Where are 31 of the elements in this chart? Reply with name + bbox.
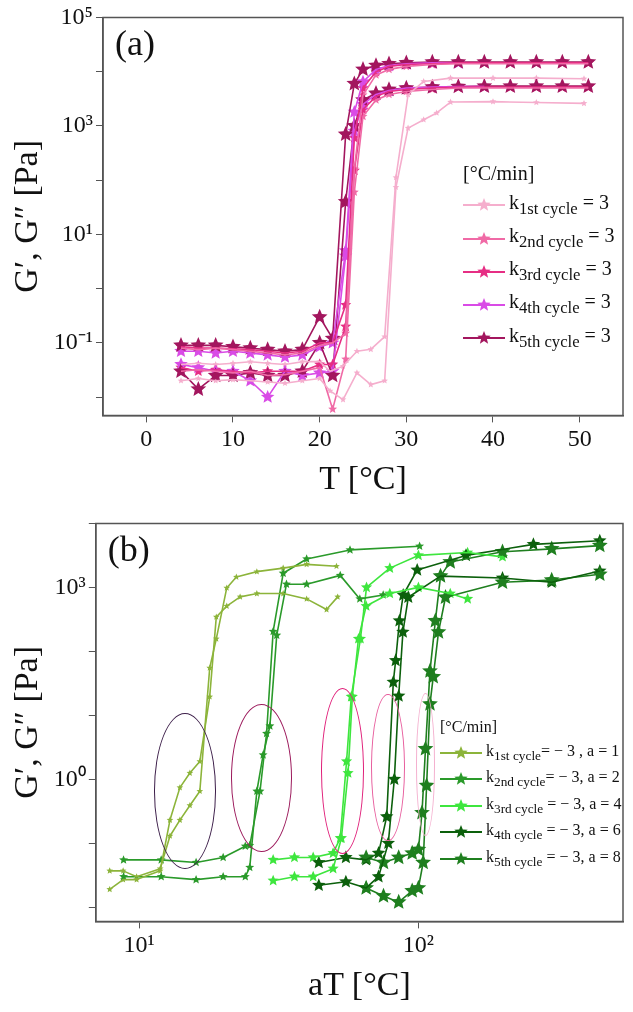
legend-label: k$_{3rd cycle}$ = − 3, a = 4 [486,793,622,818]
legend-label: k$_{2nd cycle}$= − 3, a = 2 [486,767,620,792]
legend-label: k$_{1st cycle}$= − 3 , a = 1 [486,740,620,765]
chart-title: (a) [115,22,155,63]
x-tick-label: 50 [567,425,592,452]
legend-label: k$_{1st cycle}$ = 3 [509,189,610,220]
legend-label: k$_{5th cycle}$ = − 3, a = 8 [486,846,621,871]
y-tick-label: 10³ [54,572,86,599]
x-tick-label: 20 [307,425,332,452]
y-tick-label: 10⁻¹ [53,328,93,355]
y-axis-title: G′, G″ [Pa] [7,645,45,799]
legend-title: [°C/min] [463,160,536,186]
x-tick-label: 10² [402,931,435,958]
x-axis-title: aT [°C] [308,964,411,1002]
legend-label: k$_{3rd cycle}$ = 3 [509,256,612,287]
legend-label: k$_{4th cycle}$ = 3 [509,289,611,320]
y-tick-label: 10⁰ [53,764,86,791]
legend-label: k$_{2nd cycle}$ = 3 [509,223,615,254]
legend-title: [°C/min] [440,717,499,738]
y-tick-label: 10³ [61,111,93,138]
y-axis-title: G′, G″ [Pa] [7,139,45,293]
legend-label: k$_{4th cycle}$ = − 3, a = 6 [486,820,621,845]
x-tick-label: 10 [221,425,245,452]
x-axis-title: T [°C] [319,458,407,496]
x-tick-label: 0 [140,425,153,452]
x-tick-label: 30 [394,425,419,452]
x-tick-label: 40 [481,425,505,452]
y-tick-label: 10¹ [61,219,93,246]
legend-label: k$_{5th cycle}$ = 3 [509,322,611,353]
y-tick-label: 10⁵ [60,2,93,29]
chart-title: (b) [107,528,150,569]
